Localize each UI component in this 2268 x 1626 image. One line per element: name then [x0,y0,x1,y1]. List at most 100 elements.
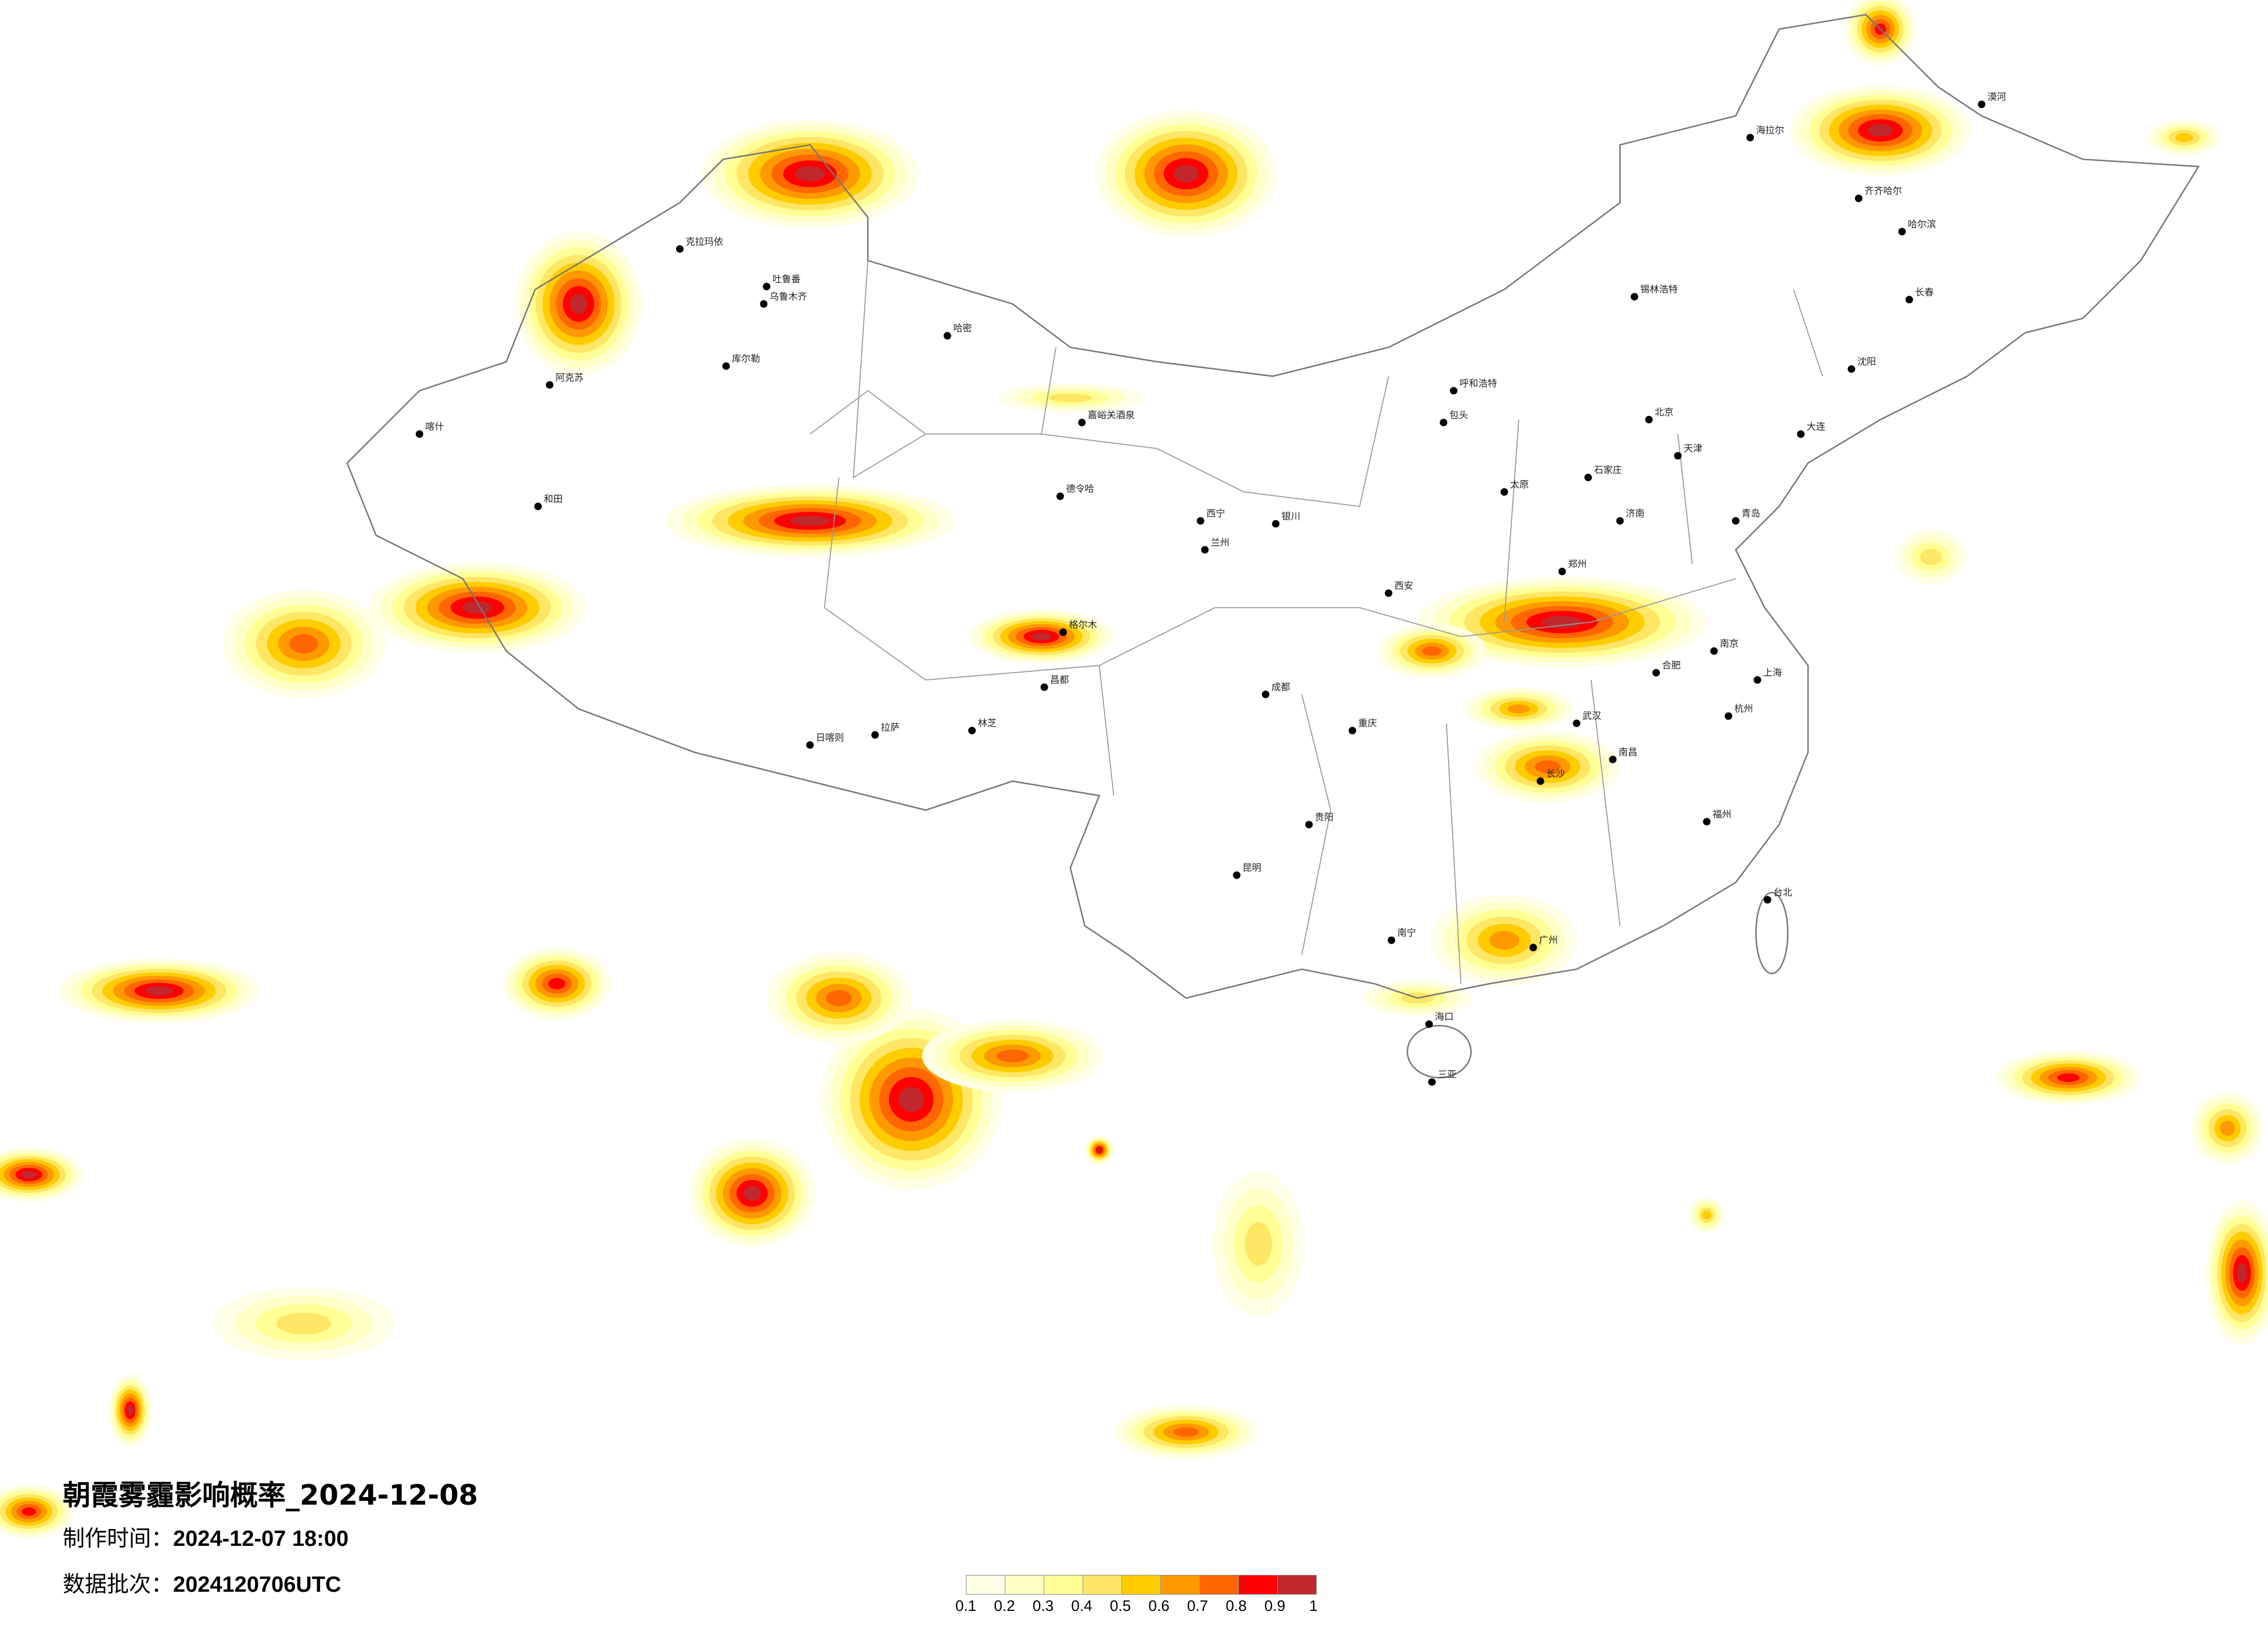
heat-patch [1489,931,1519,950]
heat-patch [2057,1073,2080,1082]
heat-patch [1541,616,1583,629]
heat-patch [1507,704,1530,714]
city-dot [943,332,951,340]
city-label: 上海 [1763,667,1782,678]
city-dot [871,731,879,739]
city-dot [1630,293,1638,301]
city-dot [1428,1078,1436,1086]
data-batch: 数据批次：2024120706UTC [63,1566,341,1598]
heat-patch [2220,1121,2235,1136]
city-dot [1746,134,1754,142]
legend-swatch [1083,1575,1122,1594]
city-label: 北京 [1655,406,1673,418]
city-dot [1272,520,1280,528]
city-label: 成都 [1271,681,1290,692]
heat-patch [1173,164,1199,183]
city-dot [1724,712,1733,720]
city-dot [1573,720,1581,728]
data-batch-label: 数据批次： [63,1571,174,1597]
city-dot [1232,871,1241,879]
heat-patch [21,1171,37,1179]
legend-swatch [1044,1575,1083,1594]
city-label: 吐鲁番 [772,274,801,285]
production-time-label: 制作时间： [63,1526,174,1551]
city-dot [1261,690,1270,699]
legend-swatch [966,1575,1005,1594]
city-label: 昆明 [1242,862,1261,873]
city-label: 杭州 [1734,703,1753,714]
heat-patch [789,516,831,526]
city-label: 福州 [1713,808,1731,819]
heat-patch [21,1507,36,1516]
heat-patch [462,601,493,614]
city-dot [1056,492,1064,501]
city-label: 库尔勒 [732,353,760,364]
heat-patch [276,1312,332,1334]
city-dot [1385,589,1393,597]
city-label: 哈尔滨 [1908,218,1936,229]
city-dot [534,502,542,510]
city-dot [1349,726,1357,735]
city-label: 济南 [1626,508,1644,519]
legend-swatch [1122,1575,1161,1594]
city-dot [1848,365,1856,373]
city-label: 克拉玛依 [685,236,723,247]
city-label: 台北 [1773,887,1792,898]
city-dot [722,362,730,370]
city-dot [415,430,423,438]
heat-patch [1534,760,1561,774]
heat-patch [289,634,318,654]
city-label: 齐齐哈尔 [1864,185,1902,196]
city-label: 贵阳 [1315,811,1334,822]
city-dot [676,245,684,253]
city-dot [1439,419,1447,427]
city-label: 西宁 [1206,508,1225,519]
city-label: 包头 [1449,409,1468,420]
city-label: 西安 [1394,580,1413,591]
city-dot [1854,195,1863,203]
city-label: 喀什 [425,421,444,432]
city-label: 郑州 [1568,559,1587,570]
heat-patch [996,1049,1029,1063]
city-dot [1078,419,1086,427]
city-label: 锡林浩特 [1640,283,1678,294]
city-label: 长春 [1915,286,1933,297]
city-label: 合肥 [1662,660,1681,671]
city-dot [1753,676,1762,684]
city-dot [1703,818,1711,826]
heat-patch [145,986,173,996]
legend-swatch [1239,1575,1278,1594]
heat-patch [1920,549,1942,566]
taiwan-outline [1755,891,1789,974]
city-dot [1040,683,1048,691]
city-label: 武汉 [1583,710,1601,721]
city-dot [1450,387,1458,395]
city-dot [1536,777,1544,785]
production-time-value: 2024-12-07 18:00 [173,1527,349,1551]
city-label: 石家庄 [1594,465,1622,476]
heat-patch [2175,133,2193,142]
city-label: 拉萨 [881,722,900,733]
heat-patch [898,1087,924,1112]
china-outline [346,13,2200,999]
legend-tick: 0.5 [1109,1597,1131,1614]
heat-patch [795,166,825,182]
city-label: 银川 [1282,510,1300,521]
city-label: 海拉尔 [1756,124,1784,135]
heat-patch [743,1185,761,1201]
heat-patch [1422,646,1442,656]
heat-patch [548,978,566,990]
city-label: 嘉峪关酒泉 [1088,409,1135,420]
heat-patch [569,293,588,314]
city-label: 和田 [544,494,562,505]
city-label: 南京 [1720,638,1738,649]
heat-patch [127,1405,134,1416]
heat-patch [1173,1427,1199,1437]
city-dot [1732,517,1739,525]
city-dot [968,726,976,735]
city-dot [1059,628,1067,636]
city-label: 兰州 [1210,537,1229,548]
city-dot [1905,296,1913,304]
